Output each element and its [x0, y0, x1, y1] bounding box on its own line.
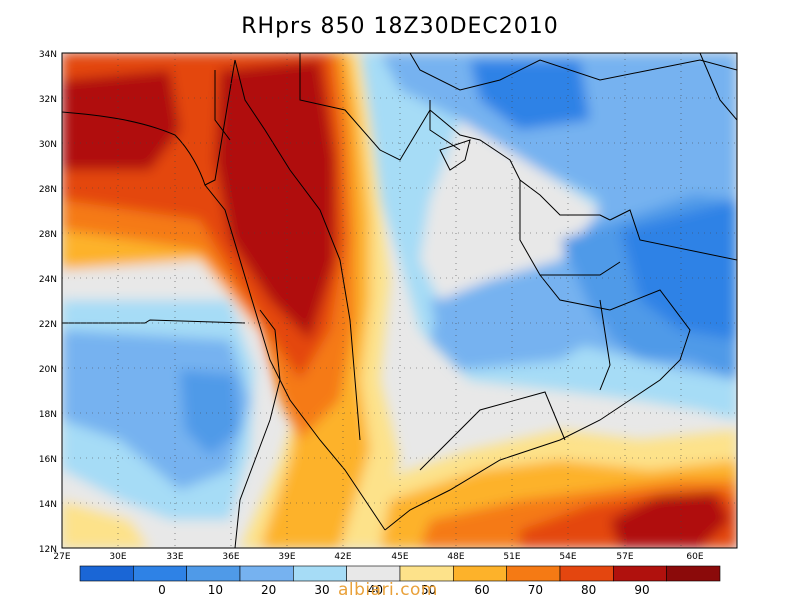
lat-label: 32N: [39, 95, 57, 105]
lon-label: 33E: [166, 552, 183, 562]
lat-label: 14N: [39, 500, 57, 510]
lat-label: 20N: [39, 365, 57, 375]
colorbar-label: 0: [158, 583, 166, 597]
lon-label: 39E: [278, 552, 295, 562]
lat-label: 24N: [39, 275, 57, 285]
colorbar-label: 40: [368, 583, 383, 597]
lon-label: 60E: [686, 552, 703, 562]
colorbar-swatch: [346, 565, 401, 582]
lat-label: 28N: [39, 230, 57, 240]
lon-label: 54E: [559, 552, 576, 562]
colorbar-label: 90: [634, 583, 649, 597]
colorbar-swatch: [79, 565, 134, 582]
colorbar-label: 10: [208, 583, 223, 597]
lat-label: 16N: [39, 455, 57, 465]
rh-field: [62, 53, 737, 548]
lat-label: 30N: [39, 140, 57, 150]
lon-label: 48E: [447, 552, 464, 562]
colorbar-label: 30: [314, 583, 329, 597]
colorbar-label: 20: [261, 583, 276, 597]
colorbar-swatch: [666, 565, 721, 582]
lon-label: 42E: [334, 552, 351, 562]
colorbar-label: 60: [474, 583, 489, 597]
colorbar-swatch: [239, 565, 294, 582]
colorbar-label: 50: [421, 583, 436, 597]
colorbar-swatch: [293, 565, 347, 582]
colorbar-swatch: [559, 565, 614, 582]
lat-label: 28N: [39, 185, 57, 195]
watermark-text: albiari.com: [338, 580, 438, 600]
lat-label: 22N: [39, 320, 57, 330]
colorbar-label: 70: [528, 583, 543, 597]
colorbar-swatch: [613, 565, 667, 582]
lon-label: 36E: [222, 552, 239, 562]
colorbar: [79, 565, 721, 582]
lat-label: 18N: [39, 410, 57, 420]
colorbar-swatch: [186, 565, 241, 582]
lat-label: 12N: [39, 545, 57, 555]
lon-label: 30E: [109, 552, 126, 562]
colorbar-swatch: [399, 565, 454, 582]
lat-labels: 34N 32N 30N 28N 28N 24N 22N 20N 18N 16N …: [39, 50, 57, 555]
lon-label: 51E: [503, 552, 520, 562]
lat-label: 34N: [39, 50, 57, 60]
lon-label: 45E: [391, 552, 408, 562]
lon-label: 57E: [616, 552, 633, 562]
lon-labels: 27E 30E 33E 36E 39E 42E 45E 48E 51E 54E …: [53, 552, 703, 562]
colorbar-swatch: [453, 565, 507, 582]
coastlines: [62, 53, 737, 548]
colorbar-swatch: [133, 565, 187, 582]
plot-frame: [61, 52, 738, 549]
colorbar-labels: 0 10 20 30 40 50 60 70 80 90: [158, 583, 649, 597]
lon-label: 27E: [53, 552, 70, 562]
colorbar-label: 80: [581, 583, 596, 597]
map-title: RHprs 850 18Z30DEC2010: [241, 14, 559, 39]
colorbar-swatch: [506, 565, 561, 582]
